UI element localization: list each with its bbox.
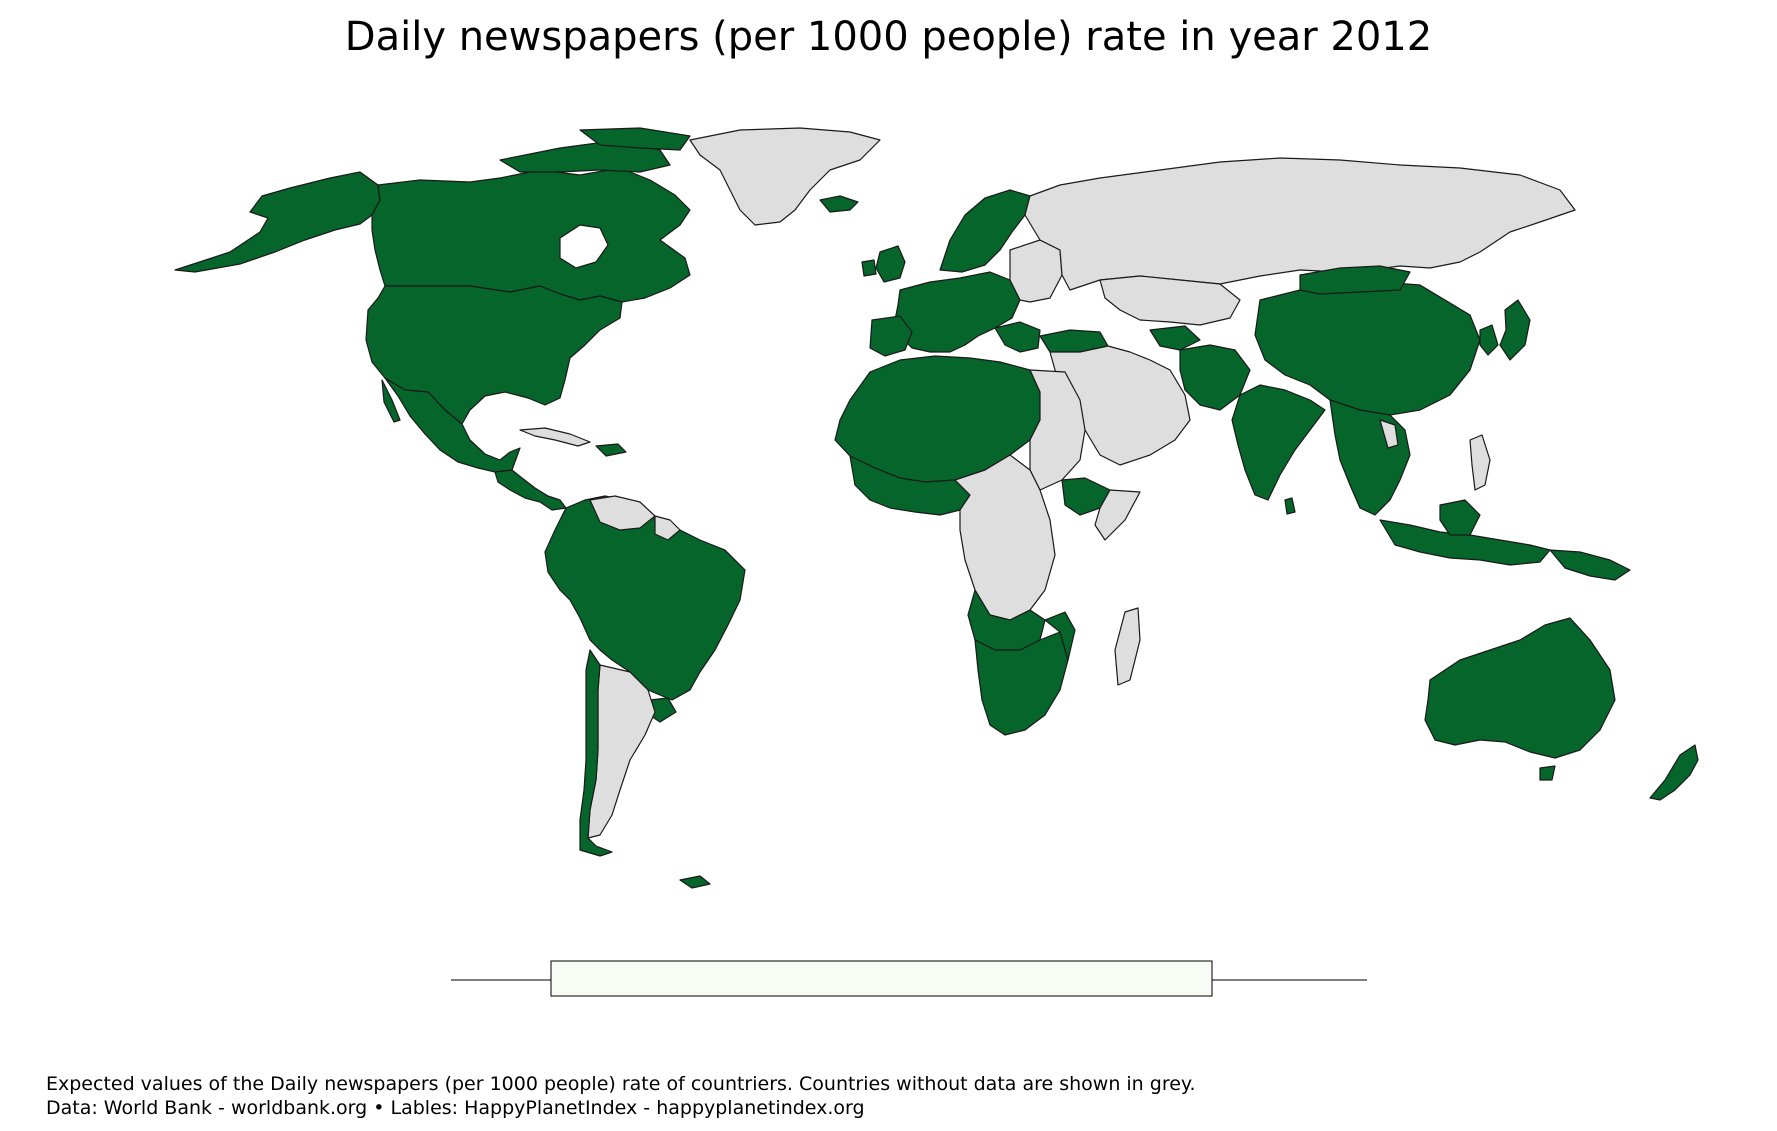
region-iceland: [819, 195, 859, 213]
region-egypt-sudan: [1029, 369, 1086, 491]
region-mongolia: [1299, 265, 1411, 295]
region-balkans: [994, 321, 1041, 353]
footer: Expected values of the Daily newspapers …: [46, 1072, 1195, 1120]
legend-box: [550, 960, 1213, 997]
region-arctic-islands-2: [579, 127, 691, 151]
region-australia: [1424, 617, 1616, 759]
map-title: Daily newspapers (per 1000 people) rate …: [344, 14, 1433, 60]
region-kazakhstan: [1099, 275, 1241, 326]
region-borneo: [1439, 499, 1481, 536]
region-baja: [381, 379, 401, 423]
region-india: [1231, 384, 1326, 501]
world-map: [174, 127, 1699, 889]
region-new-guinea: [1549, 549, 1631, 581]
footer-source: Data: World Bank - worldbank.org • Lable…: [46, 1097, 865, 1119]
region-venezuela: [589, 495, 656, 531]
region-greenland: [689, 127, 881, 226]
region-chile: [579, 649, 613, 857]
region-indonesia: [1379, 519, 1551, 566]
region-canada-hudson: [559, 224, 609, 269]
region-philippines: [1469, 434, 1491, 491]
region-cuba: [519, 427, 591, 447]
region-hispaniola: [595, 443, 627, 457]
region-mozambique: [1044, 611, 1076, 661]
region-new-zealand: [1649, 744, 1699, 801]
region-russia: [1024, 157, 1576, 291]
region-afghanistan-pakistan: [1179, 344, 1251, 411]
region-horn: [1094, 489, 1141, 541]
region-korea: [1479, 324, 1499, 356]
region-tasmania: [1539, 765, 1556, 781]
region-canada: [371, 167, 691, 303]
region-mexico: [384, 377, 521, 473]
region-madagascar: [1114, 607, 1141, 686]
region-iberia: [869, 315, 913, 357]
region-usa: [365, 285, 623, 425]
region-antarctic-islands: [679, 875, 711, 889]
region-laos: [1379, 419, 1399, 449]
region-sri-lanka: [1284, 497, 1296, 515]
region-ireland: [861, 259, 877, 277]
region-uk: [875, 245, 906, 283]
region-turkmenistan: [1149, 325, 1201, 351]
region-japan: [1499, 299, 1531, 361]
region-arctic-islands: [499, 139, 671, 173]
region-guyanas: [654, 515, 681, 541]
footer-caption: Expected values of the Daily newspapers …: [46, 1073, 1196, 1095]
region-southern-africa: [974, 631, 1069, 736]
